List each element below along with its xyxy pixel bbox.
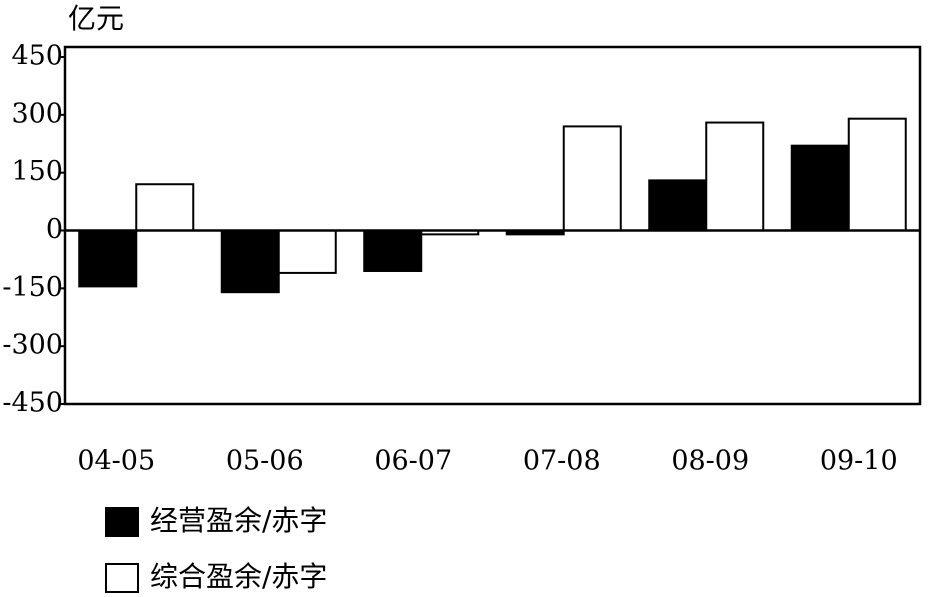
y-tick-label: 300: [11, 98, 63, 129]
bar: [135, 183, 195, 232]
bar: [363, 229, 423, 272]
y-tick-label: -450: [2, 388, 63, 419]
x-tick-label: 06-07: [374, 446, 452, 477]
bar: [277, 229, 337, 274]
bar: [790, 144, 850, 232]
legend-swatch: [105, 507, 139, 537]
bar: [648, 179, 708, 232]
x-tick-label: 07-08: [523, 446, 601, 477]
plot-frame: [63, 45, 922, 406]
bar: [220, 229, 280, 294]
bar: [847, 117, 907, 232]
bar: [705, 121, 765, 232]
x-tick-label: 09-10: [820, 446, 898, 477]
bar: [562, 125, 622, 232]
y-tick-label: -150: [2, 272, 63, 303]
legend-label: 综合盈余/赤字: [150, 560, 327, 593]
unit-label: 亿元: [68, 2, 124, 35]
legend-swatch: [105, 563, 139, 593]
x-tick-label: 08-09: [671, 446, 749, 477]
y-tick-label: 150: [11, 156, 63, 187]
x-tick-label: 04-05: [77, 446, 155, 477]
x-tick-label: 05-06: [226, 446, 304, 477]
legend-label: 经营盈余/赤字: [150, 504, 327, 537]
y-tick-label: 450: [11, 41, 63, 72]
y-tick-label: -300: [2, 330, 63, 361]
y-tick-label: 0: [46, 214, 63, 245]
bar: [78, 229, 138, 288]
